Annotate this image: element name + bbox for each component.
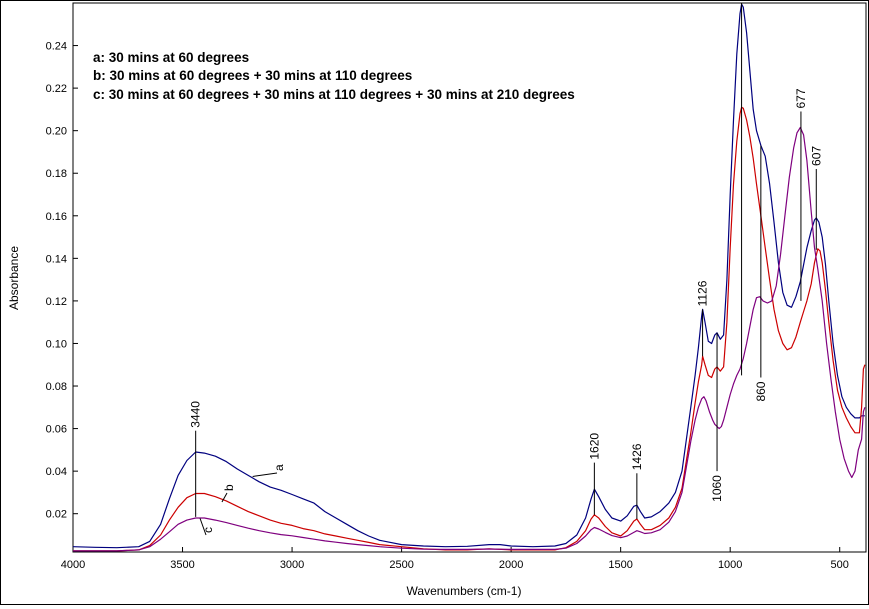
legend-entry-c: c: 30 mins at 60 degrees + 30 mins at 11… bbox=[93, 87, 575, 102]
peak-label-1426: 1426 bbox=[630, 443, 644, 470]
y-tick-label: 0.20 bbox=[46, 126, 67, 138]
x-tick-label: 3000 bbox=[280, 559, 304, 571]
y-axis-ticks: 0.02 0.04 0.06 0.08 0.10 0.12 0.14 0.16 0.18 0.20… bbox=[46, 41, 78, 521]
x-tick-label: 2000 bbox=[499, 559, 523, 571]
x-tick-label: 3500 bbox=[170, 559, 194, 571]
y-tick-label: 0.12 bbox=[46, 296, 67, 308]
peak-label-677: 677 bbox=[794, 88, 808, 108]
curve-tag-leader bbox=[252, 472, 278, 477]
curve-tag-leader bbox=[199, 518, 207, 536]
x-tick-label: 1500 bbox=[608, 559, 632, 571]
y-tick-label: 0.06 bbox=[46, 424, 67, 436]
legend-entry-b: b: 30 mins at 60 degrees + 30 mins at 11… bbox=[93, 68, 412, 83]
peak-label-1060: 1060 bbox=[710, 475, 724, 502]
x-tick-label: 2500 bbox=[389, 559, 413, 571]
y-tick-label: 0.22 bbox=[46, 83, 67, 95]
x-axis-label: Wavenumbers (cm-1) bbox=[407, 584, 522, 598]
y-tick-label: 0.24 bbox=[46, 41, 67, 53]
peak-markers: 34401620142611261060948860677607 bbox=[189, 3, 823, 520]
y-tick-label: 0.04 bbox=[46, 466, 67, 478]
series-b-line bbox=[73, 106, 866, 552]
x-axis-ticks: 4000 3500 3000 2500 2000 1500 1000 500 bbox=[61, 547, 849, 571]
y-tick-label: 0.18 bbox=[46, 168, 67, 180]
x-tick-label: 4000 bbox=[61, 559, 85, 571]
x-tick-label: 500 bbox=[831, 559, 849, 571]
y-axis-label: Absorbance bbox=[7, 246, 21, 310]
y-tick-label: 0.14 bbox=[46, 253, 67, 265]
y-tick-label: 0.02 bbox=[46, 509, 67, 521]
curve-tag-b: b bbox=[222, 484, 236, 491]
peak-label-607: 607 bbox=[809, 146, 823, 166]
curve-tag-a: a bbox=[272, 464, 286, 471]
peak-label-1126: 1126 bbox=[696, 280, 710, 306]
curve-tag-leader bbox=[221, 492, 228, 503]
peak-label-1620: 1620 bbox=[587, 433, 601, 460]
y-tick-label: 0.08 bbox=[46, 381, 67, 393]
peak-label-3440: 3440 bbox=[189, 401, 203, 428]
legend-entry-a: a: 30 mins at 60 degrees bbox=[93, 50, 249, 65]
x-tick-label: 1000 bbox=[718, 559, 742, 571]
peak-label-860: 860 bbox=[754, 381, 768, 401]
plot-area bbox=[72, 2, 867, 553]
y-tick-label: 0.10 bbox=[46, 338, 67, 350]
curve-tags: a b c bbox=[199, 464, 286, 536]
legend: a: 30 mins at 60 degrees b: 30 mins at 6… bbox=[93, 50, 575, 102]
curve-tag-c: c bbox=[201, 527, 215, 533]
y-tick-label: 0.16 bbox=[46, 211, 67, 223]
